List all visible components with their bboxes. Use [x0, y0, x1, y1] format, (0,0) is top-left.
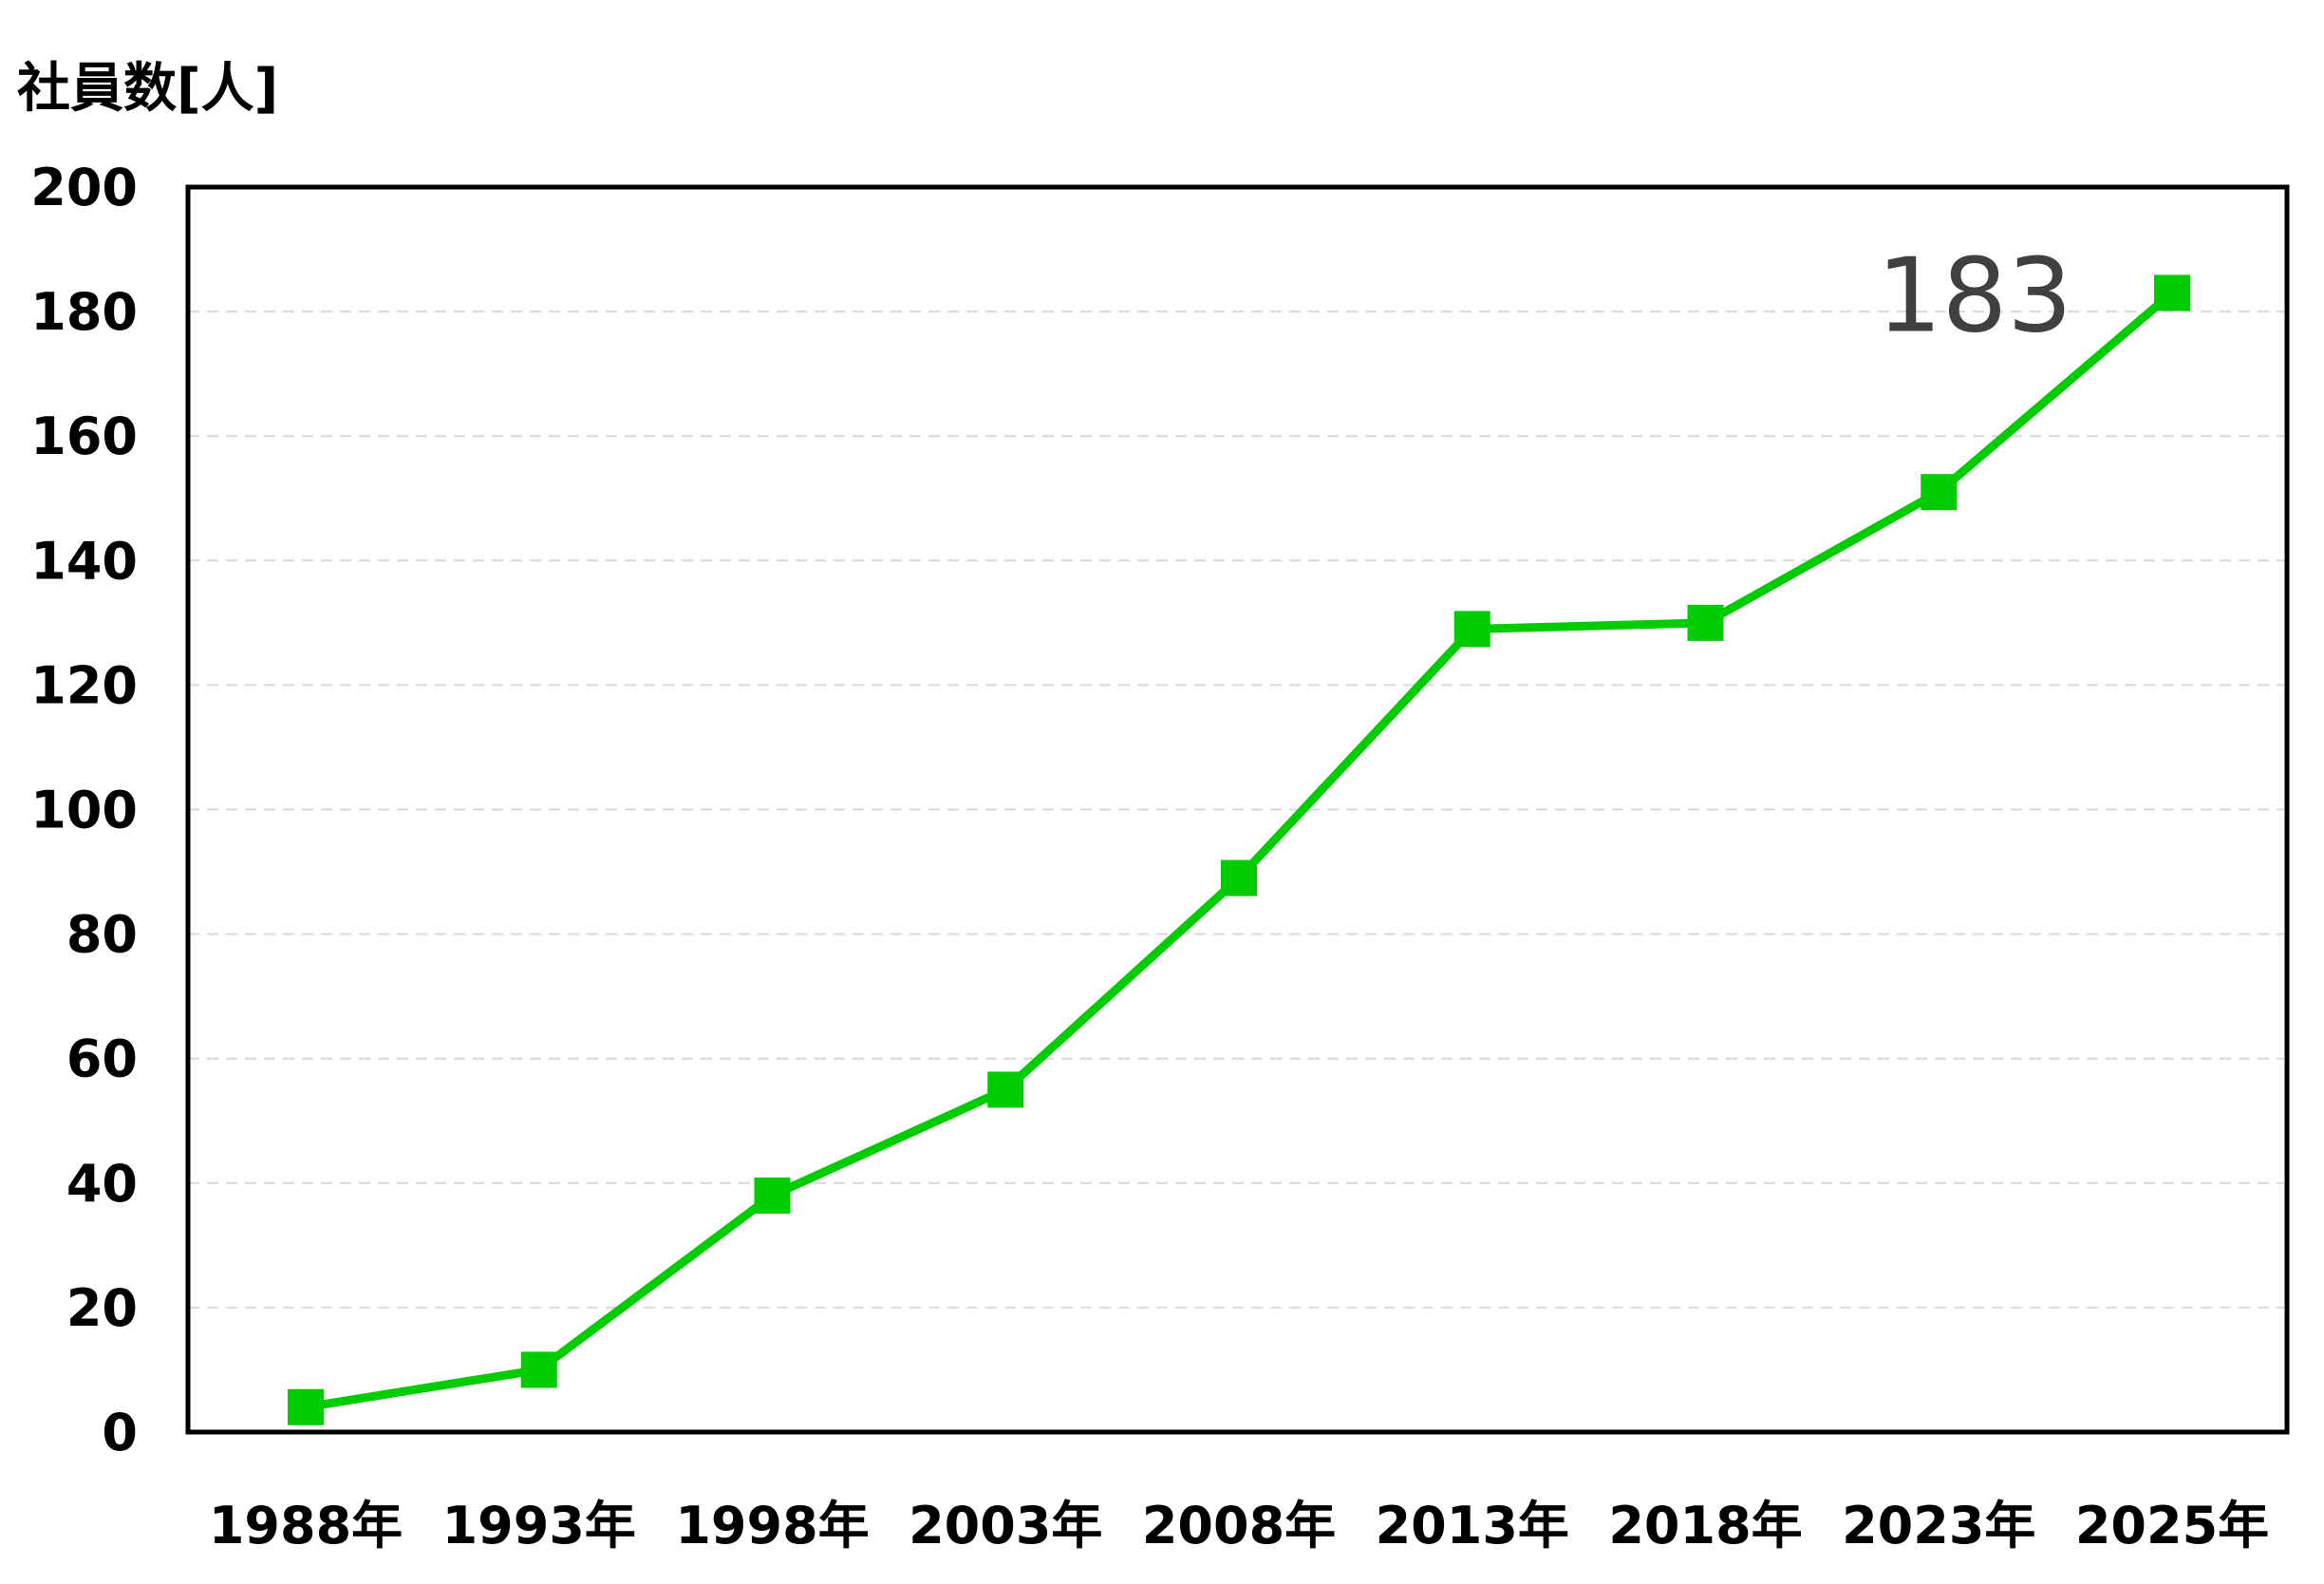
data-label: 183: [1877, 236, 2072, 355]
data-point-marker: [288, 1388, 324, 1425]
x-tick-label: 1993年: [442, 1496, 636, 1556]
x-tick-label: 2025年: [2075, 1496, 2269, 1556]
y-tick-labels: 0 20 40 60 80 100 120 140 160 180 200: [30, 158, 138, 1462]
y-tick-label: 180: [30, 282, 138, 342]
series-group: [288, 274, 2190, 1425]
data-point-marker: [2154, 274, 2190, 311]
x-tick-label: 1998年: [675, 1496, 869, 1556]
y-tick-label: 140: [30, 531, 138, 591]
y-tick-label: 100: [30, 781, 138, 840]
x-tick-labels: 1988年 1993年 1998年 2003年 2008年 2013年 2018年 2023年…: [209, 1496, 2269, 1556]
y-tick-label: 40: [66, 1154, 138, 1214]
data-point-marker: [520, 1351, 557, 1388]
data-point-marker: [1687, 604, 1724, 641]
plot-frame: [185, 184, 2290, 1435]
data-point-marker: [1921, 474, 1958, 511]
data-point-marker: [987, 1071, 1024, 1108]
x-tick-label: 2003年: [909, 1496, 1102, 1556]
y-tick-label: 160: [30, 406, 138, 466]
y-tick-label: 20: [66, 1278, 138, 1338]
y-tick-label: 0: [102, 1403, 138, 1462]
data-point-marker: [1221, 859, 1257, 896]
data-point-marker: [1453, 611, 1490, 648]
x-tick-label: 2008年: [1142, 1496, 1336, 1556]
y-axis-label: 社員数[人]: [17, 58, 278, 120]
x-tick-label: 1988年: [209, 1496, 403, 1556]
gridlines: [188, 311, 2287, 1309]
series-line: [301, 288, 2177, 1412]
x-tick-label: 2018年: [1608, 1496, 1802, 1556]
y-tick-label: 120: [30, 655, 138, 715]
y-tick-label: 80: [66, 905, 138, 965]
data-point-marker: [754, 1177, 791, 1214]
x-tick-label: 2013年: [1376, 1496, 1569, 1556]
y-tick-label: 200: [30, 158, 138, 217]
y-tick-label: 60: [66, 1029, 138, 1089]
x-tick-label: 2023年: [1842, 1496, 2035, 1556]
annotations: 183: [1877, 236, 2072, 355]
